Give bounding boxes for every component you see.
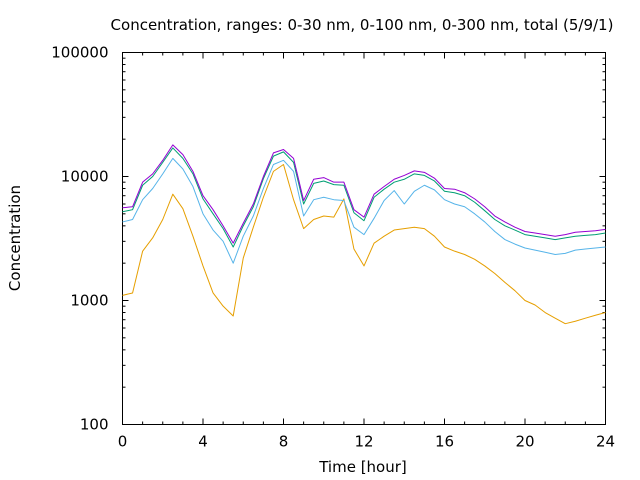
series-line-2	[122, 157, 606, 264]
y-tick-label: 10000	[61, 168, 109, 186]
series-line-3	[122, 147, 606, 248]
x-tick-label: 8	[279, 433, 289, 451]
x-tick-label: 24	[596, 433, 615, 451]
chart-title: Concentration, ranges: 0-30 nm, 0-100 nm…	[111, 16, 614, 34]
tick-group: 0 4 8 12 16 20 24 100 1000 10000 100000	[51, 44, 615, 451]
x-axis-label: Time [hour]	[318, 458, 407, 476]
series-line-4	[122, 144, 606, 244]
plot-frame	[122, 52, 606, 425]
x-tick-label: 20	[515, 433, 534, 451]
x-tick-label: 16	[435, 433, 454, 451]
y-tick-label: 1000	[70, 292, 108, 310]
x-tick-label: 12	[354, 433, 373, 451]
x-tick-label: 0	[118, 433, 128, 451]
series-line-1	[122, 163, 606, 325]
series-group	[122, 144, 606, 325]
x-tick-label: 4	[198, 433, 208, 451]
y-axis-label: Concentration	[6, 185, 24, 291]
y-tick-label: 100000	[51, 44, 108, 62]
y-tick-label: 100	[80, 416, 109, 434]
